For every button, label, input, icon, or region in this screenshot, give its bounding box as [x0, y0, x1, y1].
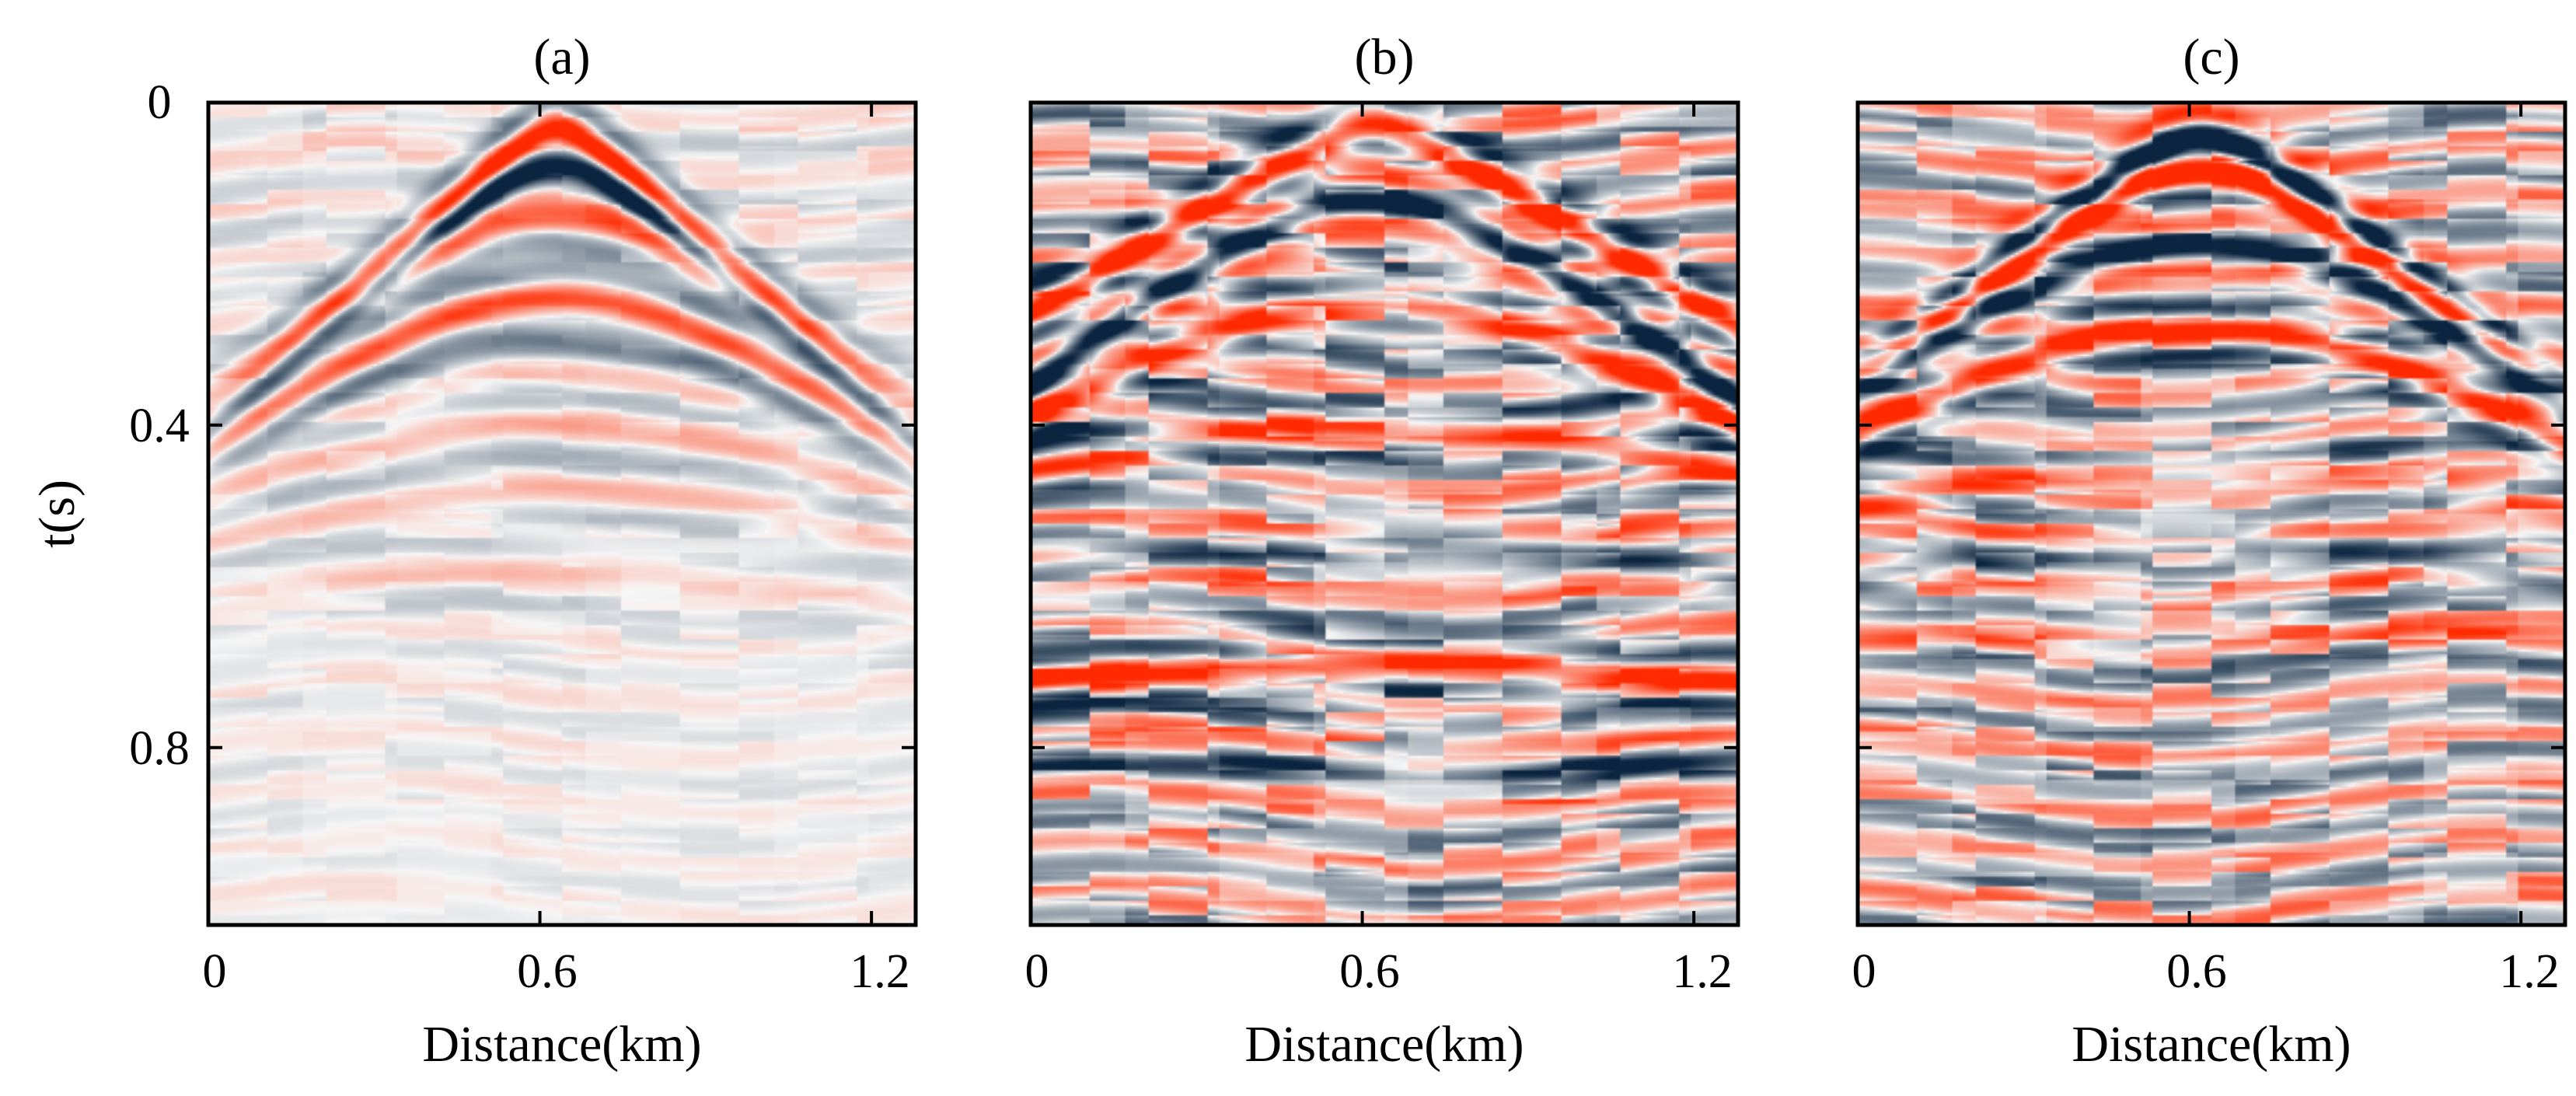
panel-a-xtick-label-0: 0: [203, 945, 227, 998]
panel-a-xlabel: Distance(km): [422, 1016, 701, 1073]
panel-c-heatmap: [1858, 103, 2565, 925]
panel-b-xlabel: Distance(km): [1244, 1016, 1524, 1073]
panel-a-frame: [206, 100, 918, 927]
panel-a-title: (a): [533, 29, 590, 86]
panel-c-ticks: [1856, 101, 2565, 925]
panel-b-ticks: [1029, 101, 1738, 925]
panel-b-xtick-label-2: 1.2: [1672, 945, 1733, 998]
panel-c-xtick-label-2: 1.2: [2499, 945, 2560, 998]
panel-a-ytick-label-0: 0: [148, 76, 172, 129]
panel-c-title: (c): [2183, 29, 2239, 86]
panel-c-xtick-label-1: 0.6: [2166, 945, 2227, 998]
panel-a-ticks: [207, 101, 916, 925]
panel-a-ylabel: t(s): [29, 480, 86, 548]
panel-a-heatmap: [208, 103, 916, 925]
panel-b: (b) 0 0.6 1.2 Distance(km): [1025, 29, 1740, 1073]
panel-b-frame: [1028, 100, 1740, 927]
panel-b-xtick-label-1: 0.6: [1339, 945, 1400, 998]
panel-a: (a) 0 0.4 0.8 0 0.6 1.2 Distance(km) t(s…: [29, 29, 918, 1073]
panel-a-ytick-label-2: 0.8: [129, 722, 190, 775]
panel-b-title: (b): [1355, 29, 1415, 86]
panel-b-xtick-label-0: 0: [1025, 945, 1049, 998]
panel-c-xtick-label-0: 0: [1852, 945, 1876, 998]
panel-a-ytick-label-1: 0.4: [129, 400, 190, 452]
panel-c: (c) 0 0.6 1.2 Distance(km): [1852, 29, 2567, 1073]
panel-b-heatmap: [1031, 103, 1738, 925]
panel-a-xtick-label-1: 0.6: [517, 945, 578, 998]
panel-a-xtick-label-2: 1.2: [850, 945, 910, 998]
panel-c-xlabel: Distance(km): [2072, 1016, 2351, 1073]
panel-c-frame: [1855, 100, 2567, 927]
